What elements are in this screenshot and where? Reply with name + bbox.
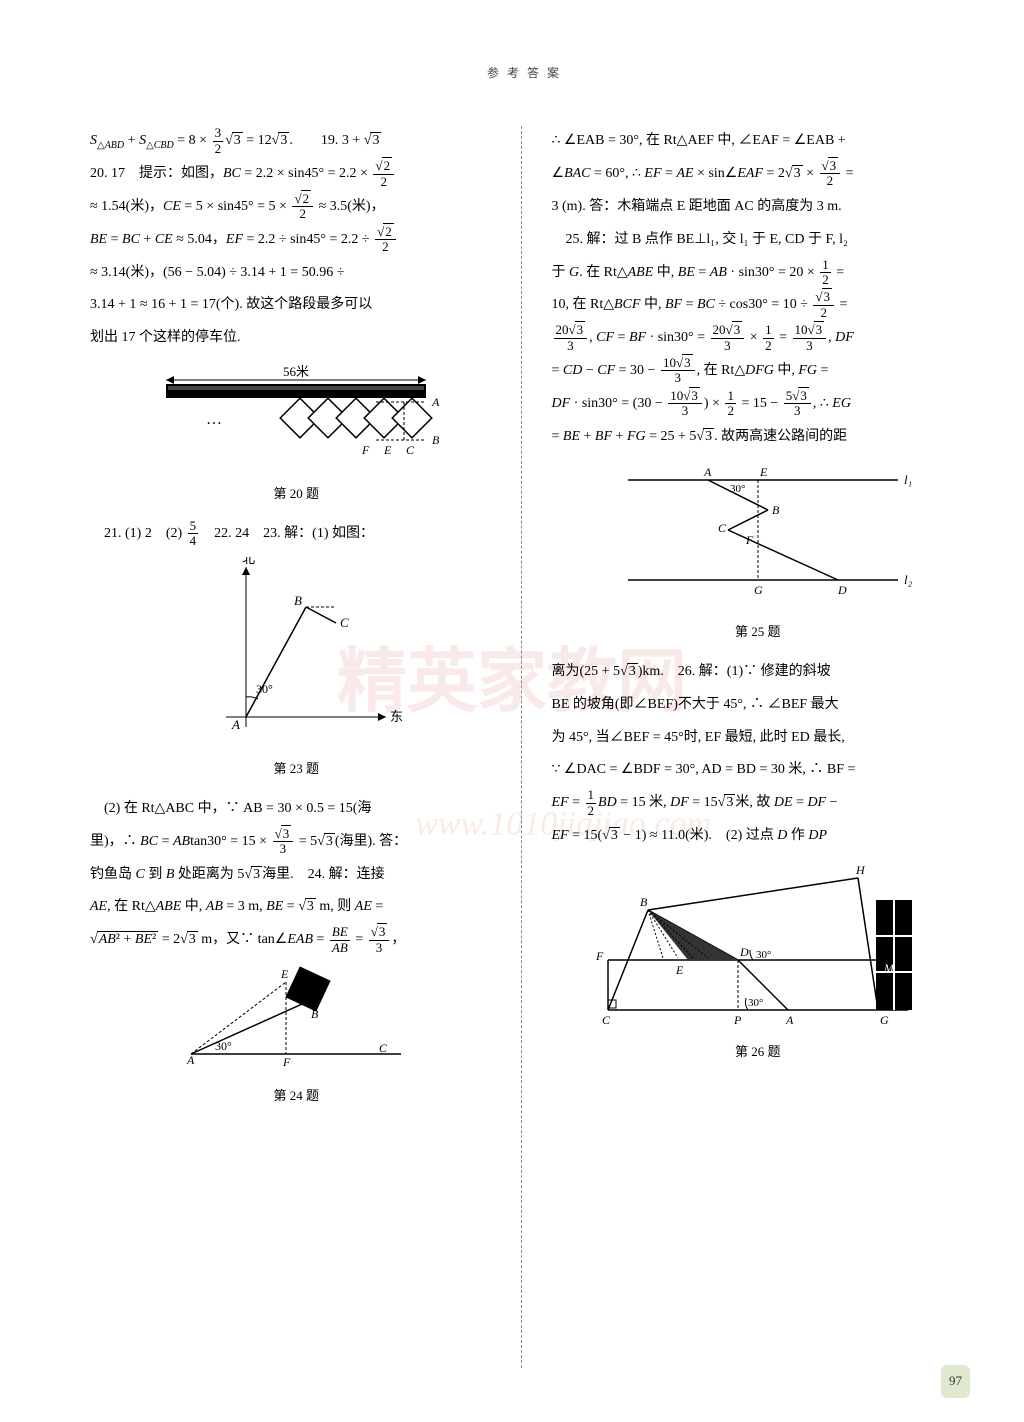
- text-line: 3 (m). 答：木箱端点 E 距地面 AC 的高度为 3 m.: [552, 192, 965, 223]
- svg-text:E: E: [280, 967, 289, 981]
- text-line: 25. 解：过 B 点作 BE⊥l₁, 交 l₁ 于 E, CD 于 F, l₂: [552, 225, 965, 256]
- fig20-width-label: 56米: [283, 364, 309, 379]
- svg-text:30°: 30°: [215, 1039, 232, 1053]
- svg-text:B: B: [432, 433, 440, 447]
- svg-text:l₁: l₁: [904, 472, 912, 487]
- svg-text:F: F: [595, 949, 604, 963]
- svg-text:M: M: [883, 961, 895, 975]
- svg-text:H: H: [855, 863, 866, 877]
- svg-text:北: 北: [242, 557, 255, 566]
- svg-text:A: A: [231, 717, 240, 732]
- text-line: EF = 12BD = 15 米, DF = 153米, 故 DE = DF −: [552, 788, 965, 819]
- svg-text:l₂: l₂: [904, 572, 913, 587]
- text-line: = CD − CF = 30 − 1033, 在 Rt△DFG 中, FG =: [552, 356, 965, 387]
- figure-25: l₁ l₂ A E B C F G D 30°: [598, 460, 918, 610]
- figure-25-caption: 第 25 题: [552, 618, 965, 647]
- text-line: 10, 在 Rt△BCF 中, BF = BC ÷ cos30° = 10 ÷ …: [552, 290, 965, 321]
- figure-24: A B E C F 30°: [181, 964, 411, 1074]
- page: 参考答案 精英家教网 www.1010jiajiao.com S△ABD + S…: [0, 0, 1024, 1422]
- svg-text:30°: 30°: [730, 483, 745, 495]
- svg-text:B: B: [772, 503, 780, 517]
- svg-text:A: A: [785, 1013, 794, 1027]
- text-line: 3.14 + 1 ≈ 16 + 1 = 17(个). 故这个路段最多可以: [90, 290, 503, 321]
- text-line: ∵ ∠DAC = ∠BDF = 30°, AD = BD = 30 米, ∴ B…: [552, 755, 965, 786]
- text-line: ∠BAC = 60°, ∴ EF = AE × sin∠EAF = 23 × 3…: [552, 159, 965, 190]
- svg-text:P: P: [733, 1013, 742, 1027]
- text-line: 2033, CF = BF · sin30° = 2033 × 12 = 103…: [552, 323, 965, 354]
- two-column-layout: S△ABD + S△CBD = 8 × 323 = 123. 19. 3 + 3…: [90, 126, 964, 1368]
- text-line: ≈ 3.14(米)，(56 − 5.04) ÷ 3.14 + 1 = 50.96…: [90, 258, 503, 289]
- svg-text:F: F: [745, 533, 754, 547]
- right-column: ∴ ∠EAB = 30°, 在 Rt△AEF 中, ∠EAF = ∠EAB + …: [542, 126, 965, 1368]
- text-line: 里)，∴ BC = ABtan30° = 15 × 33 = 53(海里). 答…: [90, 827, 503, 858]
- svg-text:F: F: [361, 443, 370, 457]
- svg-text:E: E: [759, 465, 768, 479]
- svg-text:G: G: [754, 583, 763, 597]
- left-column: S△ABD + S△CBD = 8 × 323 = 123. 19. 3 + 3…: [90, 126, 522, 1368]
- svg-text:B: B: [294, 593, 302, 608]
- svg-text:…: …: [206, 411, 222, 428]
- svg-text:30°: 30°: [756, 949, 771, 961]
- text-line: 划出 17 个这样的停车位.: [90, 323, 503, 354]
- figure-23-caption: 第 23 题: [90, 755, 503, 784]
- svg-text:C: C: [406, 443, 415, 457]
- page-number: 97: [941, 1365, 970, 1398]
- text-line: S△ABD + S△CBD = 8 × 323 = 123. 19. 3 + 3: [90, 126, 503, 157]
- text-line: DF · sin30° = (30 − 1033) × 12 = 15 − 53…: [552, 389, 965, 420]
- text-line: AB² + BE² = 23 m，又∵ tan∠EAB = BEAB = 33，: [90, 925, 503, 956]
- text-line: BE 的坡角(即∠BEF)不大于 45°, ∴ ∠BEF 最大: [552, 690, 965, 721]
- text-line: EF = 15(3 − 1) ≈ 11.0(米). (2) 过点 D 作 DP: [552, 821, 965, 852]
- figure-24-caption: 第 24 题: [90, 1082, 503, 1111]
- text-line: 钓鱼岛 C 到 B 处距离为 53海里. 24. 解：连接: [90, 860, 503, 891]
- figure-26-caption: 第 26 题: [552, 1038, 965, 1067]
- figure-20: 56米 … A B C E F: [146, 362, 446, 472]
- figure-26: C F B E D P A H G M 30° 30°: [588, 860, 928, 1030]
- svg-text:A: A: [186, 1053, 195, 1067]
- text-line: 21. (1) 2 (2) 54 22. 24 23. 解：(1) 如图：: [90, 519, 503, 550]
- figure-23: 北 东 30° A B C: [186, 557, 406, 747]
- text-line: 离为(25 + 53)km. 26. 解：(1)∵ 修建的斜坡: [552, 657, 965, 688]
- svg-text:A: A: [431, 395, 440, 409]
- svg-text:B: B: [311, 1007, 319, 1021]
- svg-text:C: C: [340, 615, 349, 630]
- page-header: 参考答案: [90, 60, 964, 86]
- text-line: 20. 17 提示：如图，BC = 2.2 × sin45° = 2.2 × 2…: [90, 159, 503, 190]
- text-line: (2) 在 Rt△ABC 中，∵ AB = 30 × 0.5 = 15(海: [90, 794, 503, 825]
- svg-text:30°: 30°: [256, 682, 273, 696]
- svg-text:E: E: [383, 443, 392, 457]
- text-line: ∴ ∠EAB = 30°, 在 Rt△AEF 中, ∠EAF = ∠EAB +: [552, 126, 965, 157]
- text-line: = BE + BF + FG = 25 + 53. 故两高速公路间的距: [552, 422, 965, 453]
- text-line: 于 G. 在 Rt△ABE 中, BE = AB · sin30° = 20 ×…: [552, 258, 965, 289]
- svg-text:30°: 30°: [748, 997, 763, 1009]
- figure-20-caption: 第 20 题: [90, 480, 503, 509]
- svg-text:D: D: [739, 945, 749, 959]
- text-line: 为 45°, 当∠BEF = 45°时, EF 最短, 此时 ED 最长,: [552, 723, 965, 754]
- text-line: AE, 在 Rt△ABE 中, AB = 3 m, BE = 3 m, 则 AE…: [90, 892, 503, 923]
- svg-text:E: E: [675, 963, 684, 977]
- svg-text:F: F: [282, 1055, 291, 1069]
- svg-text:C: C: [718, 521, 727, 535]
- text-line: BE = BC + CE ≈ 5.04，EF = 2.2 ÷ sin45° = …: [90, 225, 503, 256]
- svg-text:B: B: [640, 895, 648, 909]
- svg-text:G: G: [880, 1013, 889, 1027]
- svg-text:C: C: [602, 1013, 611, 1027]
- svg-text:C: C: [379, 1041, 388, 1055]
- svg-text:A: A: [703, 465, 712, 479]
- svg-text:东: 东: [390, 709, 403, 724]
- text-line: ≈ 1.54(米)，CE = 5 × sin45° = 5 × 22 ≈ 3.5…: [90, 192, 503, 223]
- svg-text:D: D: [837, 583, 847, 597]
